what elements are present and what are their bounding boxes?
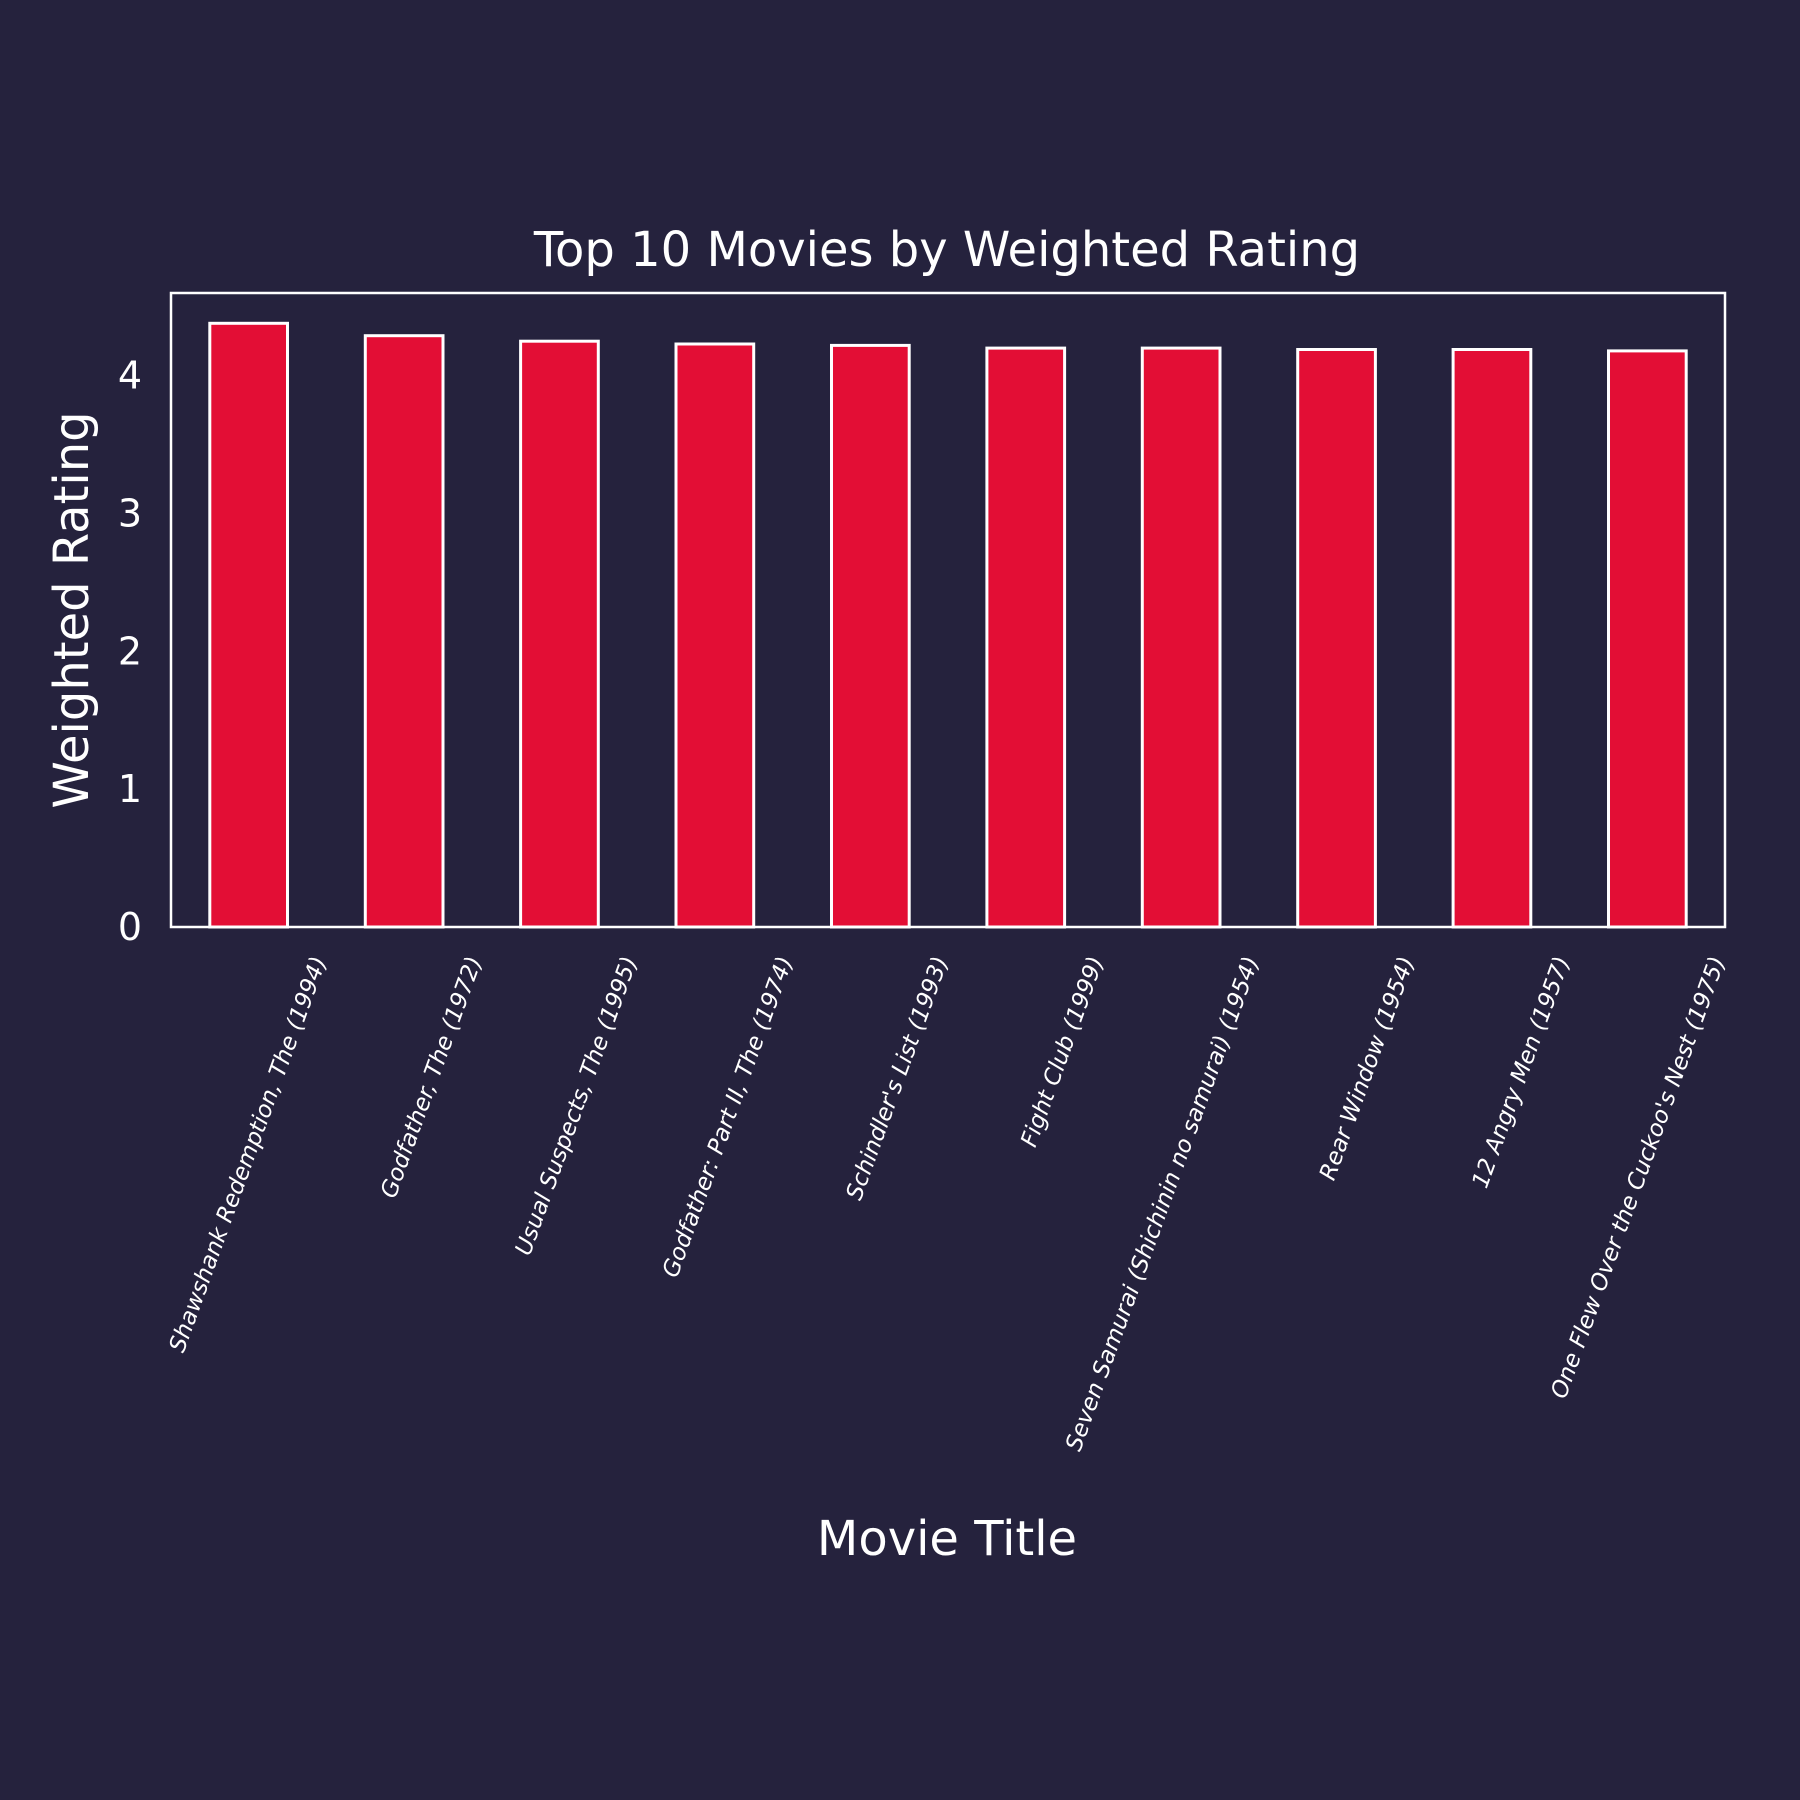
y-axis-ticks: 0 1 2 3 4 [118,354,142,949]
bar-9 [1451,348,1533,929]
y-tick-label-2: 2 [118,629,142,673]
bar-7 [1140,346,1222,929]
bar-8 [1296,348,1377,929]
bar-2 [363,334,445,929]
x-axis-label: Movie Title [817,1511,1077,1567]
bars-group [208,321,1688,929]
chart-title: Top 10 Movies by Weighted Rating [533,222,1360,278]
bar-6 [985,346,1067,929]
bar-3 [519,339,600,929]
bar-10 [1607,349,1688,929]
y-tick-label-4: 4 [118,354,142,398]
y-tick-label-1: 1 [118,767,142,811]
bar-4 [674,342,756,929]
y-axis-label: Weighted Rating [44,411,100,808]
y-tick-label-0: 0 [118,905,142,949]
bar-1 [208,321,289,929]
y-tick-label-3: 3 [118,492,142,536]
plot-frame [169,291,1727,929]
bar-5 [830,343,911,929]
